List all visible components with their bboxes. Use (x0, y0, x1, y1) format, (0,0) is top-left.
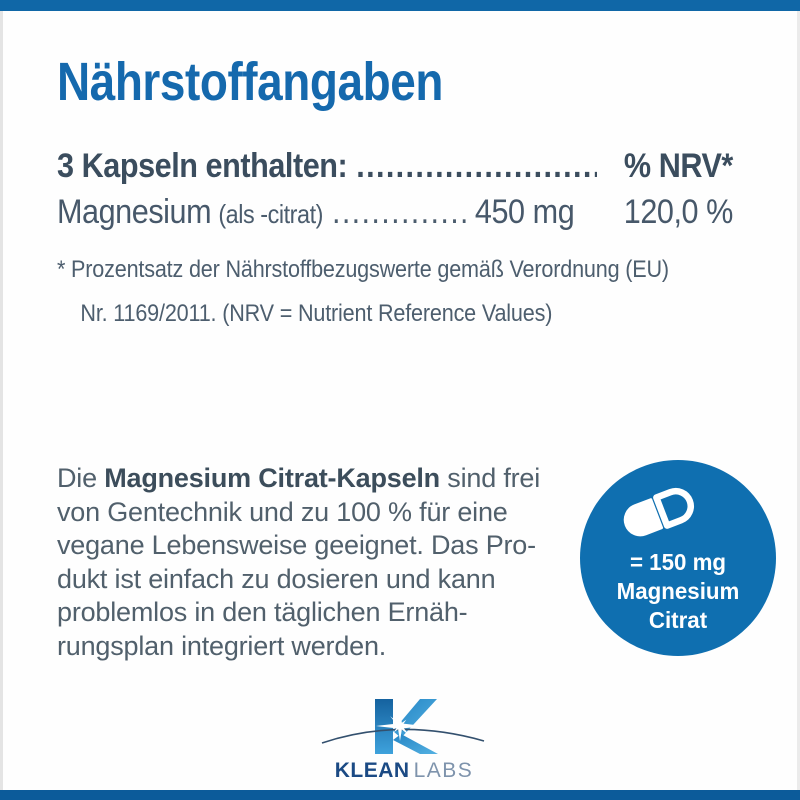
description-line: dukt ist einfach zu dosieren und kann (57, 563, 496, 594)
nutrition-table: 3 Kapseln enthalten: ...................… (57, 146, 733, 336)
nutrient-name: Magnesium (57, 193, 212, 231)
brand-logo: KLEAN LABS (316, 693, 492, 781)
table-header-row: 3 Kapseln enthalten: ...................… (57, 146, 733, 186)
leader-dots: ...................... (331, 193, 466, 231)
brand-name-light: LABS (413, 759, 474, 782)
nutrient-form-note: (als -citrat) (218, 199, 323, 229)
brand-name-bold: KLEAN (334, 759, 410, 782)
footnote-line-2: Nr. 1169/2011. (NRV = Nutrient Reference… (80, 300, 553, 327)
dosage-badge: = 150 mg Magnesium Citrat (580, 460, 776, 656)
serving-label: 3 Kapseln enthalten: (57, 147, 348, 185)
badge-line-2: Magnesium (616, 578, 740, 604)
badge-text: = 150 mg Magnesium Citrat (583, 548, 773, 635)
badge-line-3: Citrat (648, 607, 708, 633)
product-name-bold: Magnesium Citrat-Kapseln (104, 463, 440, 493)
nutrient-amount: 450 mg (474, 193, 575, 231)
footnote-line-1: * Prozentsatz der Nährstoffbezugswerte g… (57, 256, 669, 283)
nrv-column-header: % NRV* (623, 147, 733, 185)
label-frame (0, 11, 800, 790)
description-line: von Gentechnik und zu 100 % für eine (57, 496, 508, 527)
table-row: Magnesium (als -citrat) ................… (57, 192, 733, 234)
description-text: sind frei (439, 463, 541, 493)
top-accent-bar (0, 0, 800, 11)
klean-labs-logo-icon (321, 699, 485, 754)
description-paragraph: Die Magnesium Citrat-Kapseln sind frei v… (57, 462, 567, 663)
description-line: Die Magnesium Citrat-Kapseln sind frei (57, 462, 567, 496)
nrv-footnote: * Prozentsatz der Nährstoffbezugswerte g… (57, 248, 733, 336)
description-line: rungsplan integriert werden. (57, 630, 387, 661)
description-line: problemlos in den täglichen Ernäh- (57, 597, 468, 627)
capsule-icon (623, 487, 694, 537)
badge-line-1: = 150 mg (629, 549, 727, 575)
description-text: Die (57, 463, 105, 493)
brand-wordmark: KLEAN LABS (316, 760, 492, 781)
nutrient-nrv-value: 120,0 % (623, 193, 734, 231)
leader-dots: .............................. (356, 147, 597, 185)
page-title: Nährstoffangaben (57, 52, 443, 112)
bottom-accent-bar (0, 790, 800, 800)
description-line: vegane Lebensweise geeignet. Das Pro- (57, 530, 536, 560)
